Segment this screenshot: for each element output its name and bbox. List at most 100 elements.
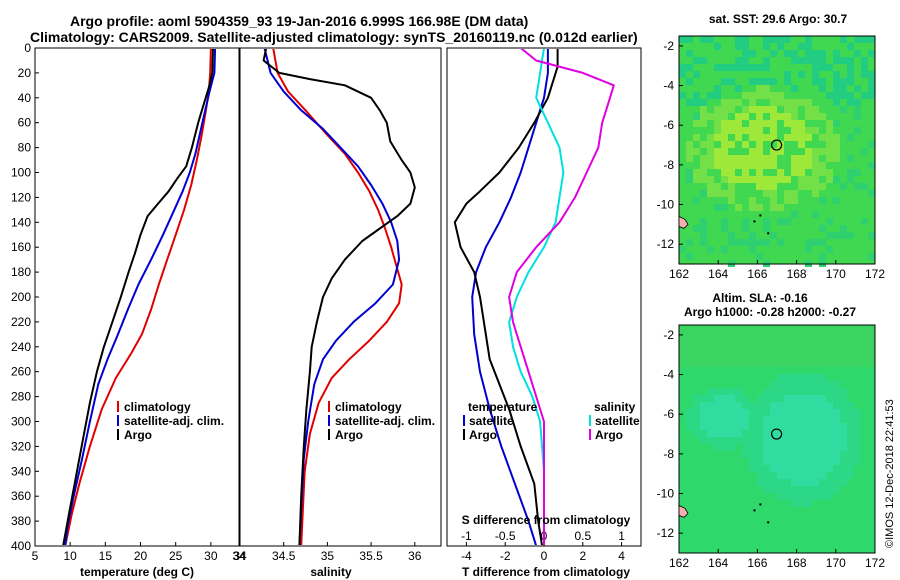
field-cell [714, 409, 721, 416]
field-cell [777, 430, 784, 437]
field-cell [777, 325, 784, 332]
field-cell [833, 339, 840, 346]
field-cell [791, 360, 798, 367]
field-cell [833, 120, 840, 127]
field-cell [728, 169, 735, 176]
field-cell [791, 353, 798, 360]
field-cell [756, 113, 763, 120]
field-cell [826, 120, 833, 127]
field-cell [686, 64, 693, 71]
field-cell [847, 360, 854, 367]
field-cell [770, 162, 777, 169]
field-cell [812, 169, 819, 176]
field-cell [833, 486, 840, 493]
field-cell [700, 395, 707, 402]
field-cell [756, 479, 763, 486]
field-cell [686, 339, 693, 346]
field-cell [728, 232, 735, 239]
field-cell [707, 155, 714, 162]
field-cell [840, 409, 847, 416]
field-cell [728, 388, 735, 395]
field-cell [826, 325, 833, 332]
field-cell [679, 360, 686, 367]
field-cell [847, 402, 854, 409]
field-cell [714, 339, 721, 346]
field-cell [805, 57, 812, 64]
field-cell [812, 106, 819, 113]
field-cell [868, 346, 875, 353]
field-cell [812, 211, 819, 218]
lon-tick-label: 164 [708, 556, 728, 570]
field-cell [847, 416, 854, 423]
field-cell [826, 479, 833, 486]
field-cell [763, 437, 770, 444]
depth-tick-label: 360 [11, 489, 31, 503]
field-cell [763, 134, 770, 141]
series-line-argo [62, 49, 214, 545]
sst-map-axes: 162 164 166 168 170 172 -2 -4 -6 -8 -10 -12 [657, 39, 886, 281]
field-cell [728, 183, 735, 190]
field-cell [693, 134, 700, 141]
field-cell [756, 169, 763, 176]
field-cell [700, 232, 707, 239]
field-cell [826, 176, 833, 183]
field-cell [763, 85, 770, 92]
field-cell [735, 85, 742, 92]
field-cell [735, 339, 742, 346]
field-cell [749, 239, 756, 246]
field-cell [826, 472, 833, 479]
field-cell [826, 465, 833, 472]
field-cell [805, 36, 812, 43]
field-cell [721, 360, 728, 367]
field-cell [749, 176, 756, 183]
field-cell [749, 353, 756, 360]
field-cell [756, 64, 763, 71]
field-cell [749, 50, 756, 57]
field-cell [742, 451, 749, 458]
field-cell [742, 346, 749, 353]
field-cell [812, 374, 819, 381]
field-cell [847, 99, 854, 106]
field-cell [805, 134, 812, 141]
field-cell [749, 451, 756, 458]
field-cell [819, 225, 826, 232]
field-cell [693, 71, 700, 78]
field-cell [777, 239, 784, 246]
field-cell [763, 176, 770, 183]
field-cell [805, 416, 812, 423]
field-cell [763, 402, 770, 409]
series-line-salinity-argo [508, 49, 615, 545]
field-cell [735, 402, 742, 409]
field-cell [798, 120, 805, 127]
field-cell [700, 57, 707, 64]
field-cell [833, 465, 840, 472]
field-cell [791, 374, 798, 381]
field-cell [791, 423, 798, 430]
field-cell [756, 78, 763, 85]
field-cell [819, 162, 826, 169]
s-tick-label: -0.5 [495, 529, 516, 543]
field-cell [728, 155, 735, 162]
field-cell [826, 493, 833, 500]
field-cell [707, 360, 714, 367]
field-cell [826, 381, 833, 388]
field-cell [770, 190, 777, 197]
field-cell [868, 141, 875, 148]
field-cell [798, 388, 805, 395]
field-cell [812, 346, 819, 353]
field-cell [868, 71, 875, 78]
depth-tick-label: 340 [11, 464, 31, 478]
field-cell [840, 92, 847, 99]
field-cell [826, 339, 833, 346]
field-cell [714, 416, 721, 423]
field-cell [819, 346, 826, 353]
legend-label-satellite: satellite [469, 414, 514, 428]
field-cell [728, 437, 735, 444]
field-cell [840, 106, 847, 113]
field-cell [770, 402, 777, 409]
field-cell [742, 141, 749, 148]
field-cell [749, 155, 756, 162]
lon-tick-label: 162 [669, 556, 689, 570]
field-cell [714, 43, 721, 50]
x-tick-label: -4 [461, 549, 472, 563]
